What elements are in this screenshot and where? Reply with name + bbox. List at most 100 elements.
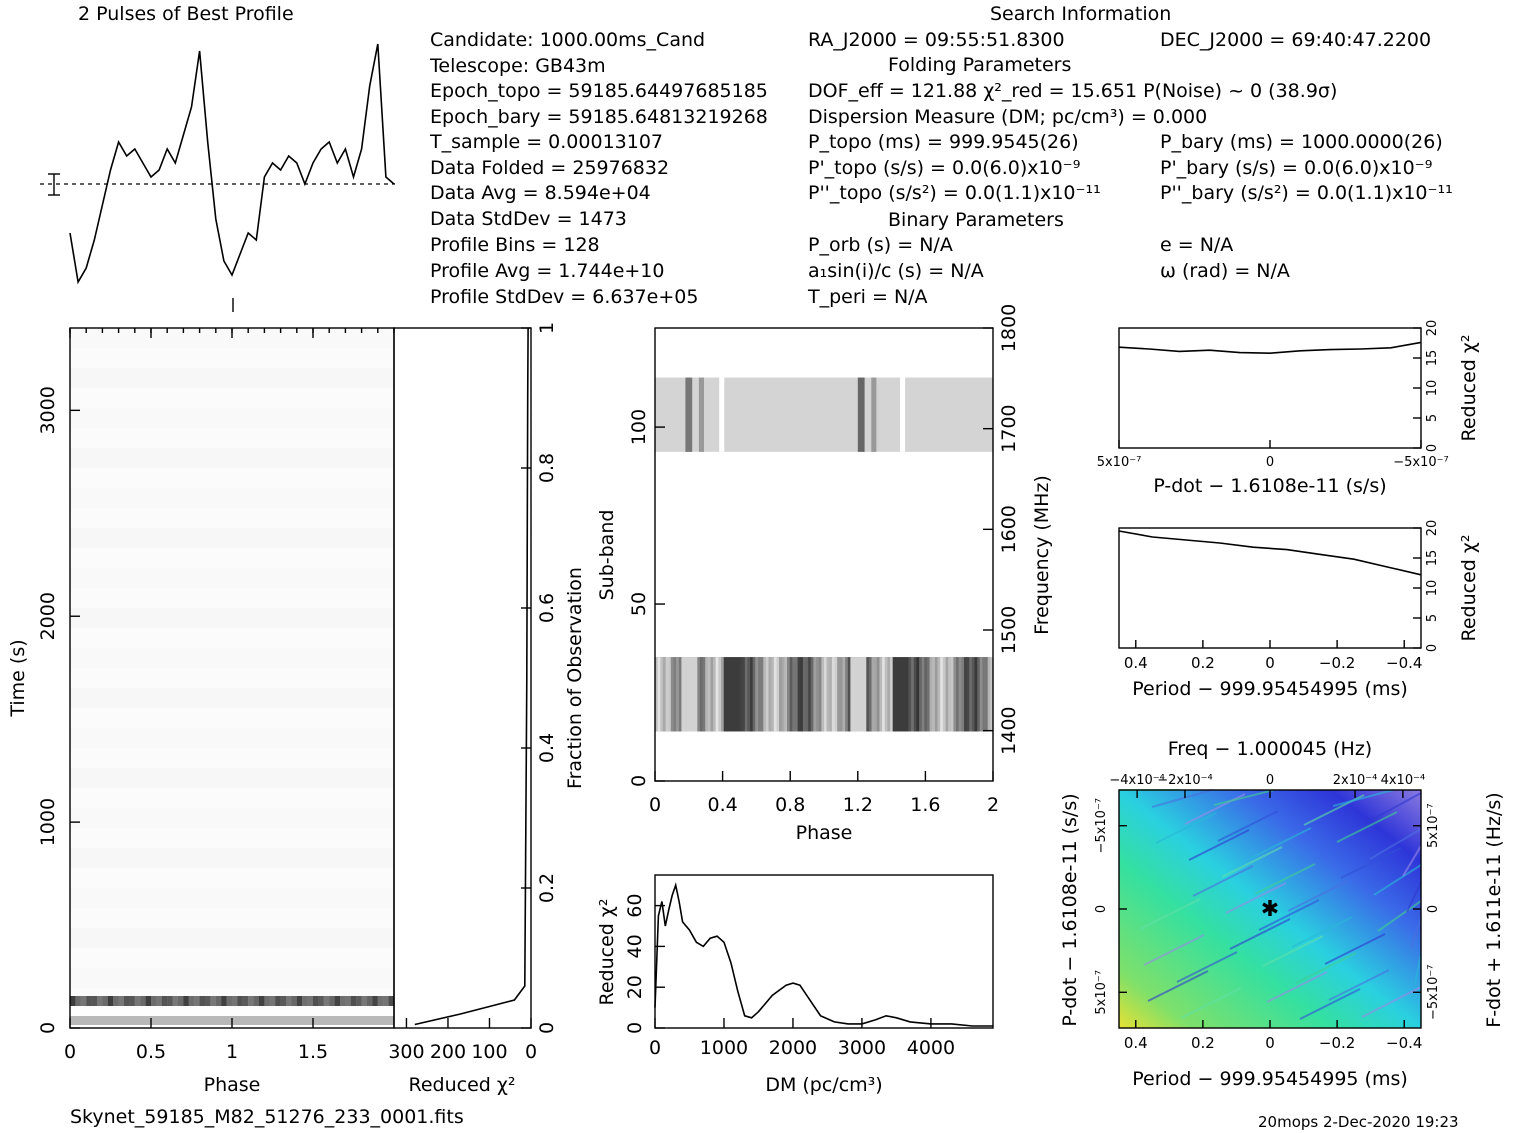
profile-title: 2 Pulses of Best Profile — [78, 3, 294, 25]
info-telescope: Telescope: GB43m — [429, 55, 606, 77]
binary-title: Binary Parameters — [888, 209, 1064, 231]
subband-pixel — [974, 657, 978, 732]
p-pdot-x2tick-label: 2x10⁻⁴ — [1333, 773, 1378, 788]
time-phase-row — [70, 388, 394, 408]
info-tsample: T_sample = 0.00013107 — [429, 131, 663, 153]
subband-pixel — [842, 657, 846, 732]
p-pdot-streak — [1295, 952, 1357, 984]
subband-pixel — [908, 657, 912, 732]
subband-pixel — [987, 657, 991, 732]
p-pdot-streak — [1151, 789, 1213, 808]
time-phase-row — [70, 768, 394, 788]
subband-pixel — [715, 657, 719, 732]
dm-series-line — [654, 882, 993, 1027]
subband-pixel — [723, 657, 727, 732]
subband-pixel — [665, 657, 669, 732]
time-phase-row — [70, 868, 394, 888]
time-phase-row — [70, 408, 394, 428]
subband-pixel — [903, 657, 907, 732]
subband-pixel — [892, 657, 896, 732]
subband-pixel — [831, 657, 835, 732]
pdot-ytick-label: 10 — [1425, 380, 1440, 397]
p-pdot-y2tick-label: 5x10⁻⁷ — [1426, 803, 1441, 848]
subband-ylabel: Sub-band — [596, 510, 618, 601]
time-phase-pixel — [280, 996, 286, 1006]
folding-title: Folding Parameters — [888, 54, 1071, 76]
time-phase-row — [70, 428, 394, 448]
subband-xtick-label: 2 — [987, 794, 999, 816]
time-phase-ytick-label: 3000 — [37, 386, 59, 434]
time-phase-pixel — [253, 996, 259, 1006]
chi-fraction-ytick-label: 0.8 — [536, 453, 558, 483]
time-phase-xtick-label: 0.5 — [136, 1041, 166, 1063]
time-phase-row — [70, 608, 394, 628]
subband-ytick-label: 50 — [628, 592, 650, 616]
time-phase-pixel — [113, 996, 119, 1006]
subband-pixel — [718, 657, 722, 732]
p-pdot-streak — [1369, 828, 1422, 860]
subband-pixel — [789, 657, 793, 732]
footer-timestamp: 20mops 2-Dec-2020 19:23 — [1258, 1113, 1459, 1131]
subband-pixel — [816, 657, 820, 732]
subband-pixel — [927, 657, 931, 732]
subband-pixel — [958, 657, 962, 732]
time-phase-pixel — [75, 996, 81, 1006]
subband-xtick-label: 0 — [649, 794, 661, 816]
time-phase-pixel — [269, 996, 276, 1006]
pdot-xlabel: P-dot − 1.6108e-11 (s/s) — [1153, 475, 1386, 497]
p-pdot-streak — [1266, 971, 1328, 1003]
subband-streak — [685, 377, 693, 452]
info-pddot-topo: P''_topo (s/s²) = 0.0(1.1)x10⁻¹¹ — [808, 182, 1101, 204]
subband-pixel — [942, 657, 946, 732]
subband-pixel — [739, 657, 743, 732]
time-phase-row — [70, 628, 394, 648]
time-phase-pixel — [302, 996, 308, 1006]
search-title: Search Information — [990, 3, 1171, 25]
time-phase-row — [70, 468, 394, 488]
time-phase-pixel — [124, 996, 130, 1006]
subband-y2tick-label: 1700 — [998, 404, 1020, 452]
time-phase-row — [70, 708, 394, 728]
p-pdot-streak — [1143, 934, 1205, 966]
p-pdot-streak — [1221, 846, 1283, 878]
subband-pixel — [966, 657, 970, 732]
time-phase-row — [70, 508, 394, 528]
dm-xtick-label: 0 — [649, 1037, 661, 1059]
p-pdot-streak — [1365, 792, 1422, 824]
chi-fraction-xtick-label: 100 — [471, 1041, 507, 1063]
period-xlabel: Period − 999.95454995 (ms) — [1132, 678, 1408, 700]
period-xtick-label: 0.4 — [1124, 654, 1148, 672]
subband-pixel — [964, 657, 968, 732]
time-phase-pixel — [340, 996, 346, 1006]
pdot-ylabel: Reduced χ² — [1458, 335, 1480, 442]
period-ytick-label: 0 — [1425, 644, 1440, 652]
info-dec: DEC_J2000 = 69:40:47.2200 — [1160, 29, 1431, 51]
p-pdot-streak — [1147, 970, 1209, 1002]
time-phase-pixel — [291, 996, 297, 1006]
p-pdot-streak — [1250, 827, 1312, 859]
time-phase-xlabel: Phase — [204, 1074, 261, 1096]
subband-pixel — [660, 657, 664, 732]
subband-pixel — [829, 657, 833, 732]
subband-pixel — [787, 657, 791, 732]
subband-pixel — [805, 657, 809, 732]
dm-ytick-label: 20 — [624, 975, 646, 999]
subband-pixel — [776, 657, 780, 732]
time-phase-row — [70, 688, 394, 708]
subband-pixel — [781, 657, 785, 732]
subband-pixel — [890, 657, 894, 732]
subband-pixel — [932, 657, 936, 732]
p-pdot-streak — [1324, 933, 1386, 965]
subband-pixel — [705, 657, 709, 732]
subband-pixel — [911, 657, 915, 732]
time-phase-pixel — [383, 996, 389, 1006]
time-phase-row — [70, 928, 394, 948]
subband-pixel — [861, 657, 865, 732]
time-phase-row — [70, 888, 394, 908]
subband-pixel — [826, 657, 830, 732]
subband-pixel — [678, 657, 682, 732]
subband-pixel — [699, 657, 703, 732]
time-phase-pixel — [296, 996, 303, 1006]
subband-pixel — [953, 657, 957, 732]
